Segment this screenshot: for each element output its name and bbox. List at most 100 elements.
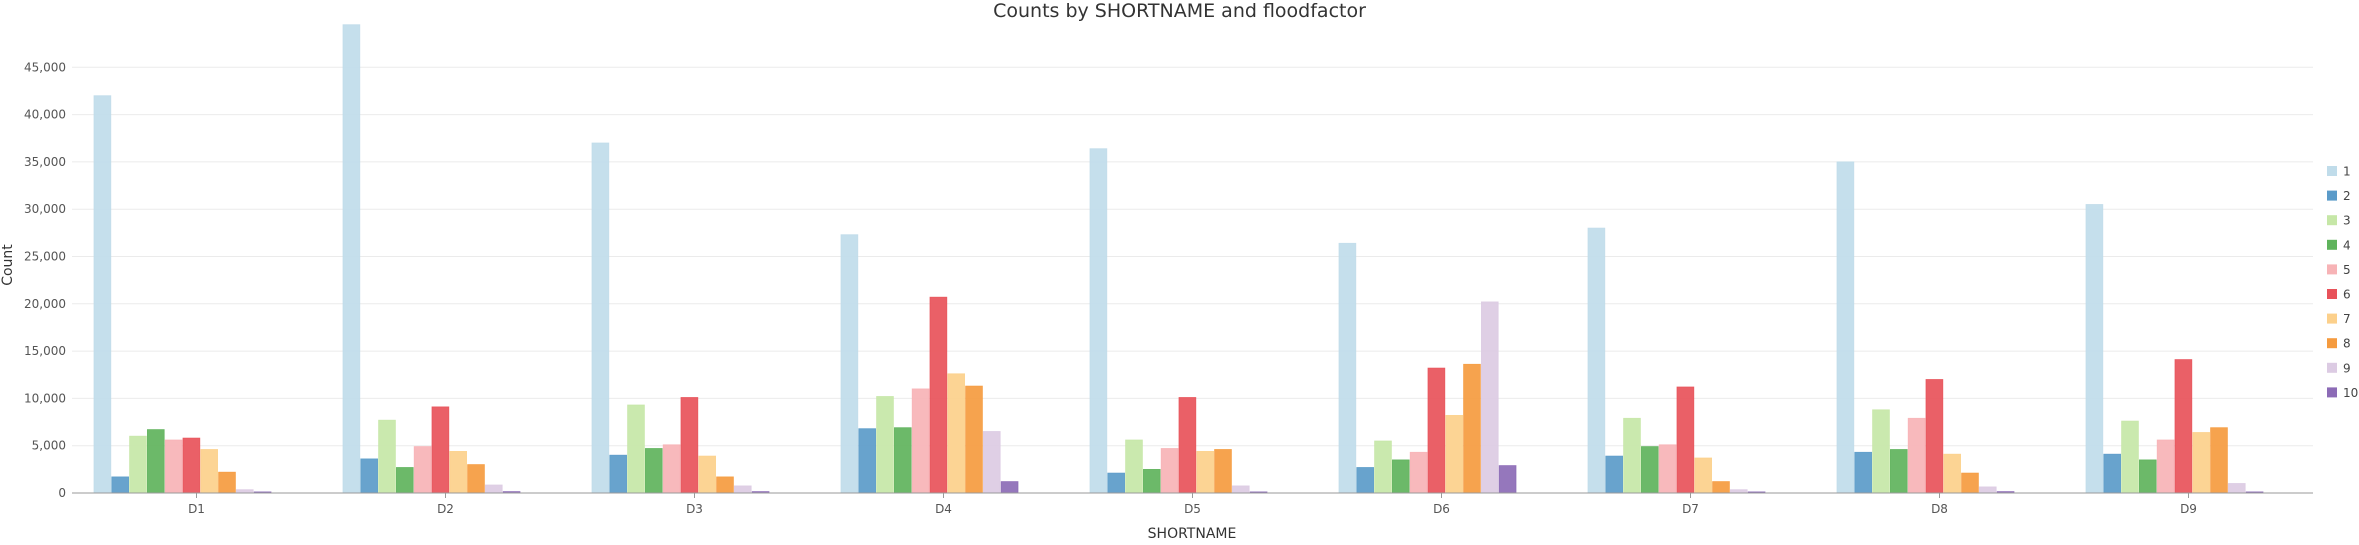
bar [2085,204,2104,494]
y-tick-label: 35,000 [24,155,66,169]
bar [413,446,432,494]
bar [734,485,752,494]
bar [200,449,219,494]
legend-swatch [2327,387,2337,398]
bar [2121,420,2139,494]
legend-swatch [2327,289,2337,299]
chart-title: Counts by SHORTNAME and floodfactor [993,0,1366,22]
bar [1498,465,1517,494]
bar [965,385,983,494]
legend-swatch [2327,239,2337,250]
legend-label: 4 [2343,238,2351,252]
bar [858,428,876,494]
bar [1214,449,1232,494]
bar [662,444,681,494]
legend-swatch [2327,190,2337,201]
bar [609,454,627,494]
x-tick-label: D2 [437,502,454,516]
legend-label: 1 [2343,165,2351,179]
x-axis-title: SHORTNAME [1148,526,1237,542]
y-tick-label: 40,000 [24,108,66,122]
bar [1160,448,1179,494]
bar [1232,485,1250,494]
legend-label: 5 [2343,263,2351,277]
bar [1427,367,1446,494]
bar [1979,486,1997,494]
bar [911,388,930,494]
bar [93,95,112,494]
bar [1890,449,1908,494]
legend-label: 2 [2343,189,2351,203]
bars [93,24,2264,494]
bar [2227,483,2246,494]
x-tick-label: D1 [188,502,205,516]
bar [1089,148,1108,494]
x-tick-label: D7 [1682,502,1699,516]
bar [1143,468,1161,494]
bar [2174,359,2193,494]
bar [1356,467,1375,494]
bar [645,448,663,494]
bar [1445,414,1464,494]
bar [1605,455,1624,494]
y-axis-ticks: 0 5,000 10,000 15,000 20,000 25,000 30,000 35,0… [24,60,66,500]
bar [2138,459,2157,494]
x-tick-label: D3 [686,502,703,516]
bar [947,373,965,494]
legend-label: 6 [2343,288,2351,302]
legend-swatch [2327,215,2337,226]
legend-swatch [2327,362,2337,373]
bar [1907,417,1926,494]
legend-label: 9 [2343,361,2351,375]
bar [2192,432,2211,494]
bar [484,484,503,494]
legend-swatch [2327,313,2337,324]
bar [1961,472,1979,494]
bar [1872,409,1890,494]
legend-label: 7 [2343,312,2351,326]
y-tick-label: 5,000 [32,439,66,453]
legend-swatch [2327,166,2337,176]
bar [1658,444,1677,494]
bar [111,476,130,494]
x-tick-label: D6 [1433,502,1450,516]
y-axis-title: Count [0,244,16,286]
bar [129,435,147,494]
y-tick-label: 45,000 [24,60,66,74]
bar [2210,427,2228,494]
legend-label: 3 [2343,214,2351,228]
bar [1694,457,1713,494]
bar [1676,386,1695,494]
x-tick-label: D5 [1184,502,1201,516]
bar [182,437,201,494]
bar [449,450,467,494]
bar [1107,472,1126,494]
bar [1392,459,1410,494]
y-tick-label: 10,000 [24,391,66,405]
bar [218,471,236,494]
bar [840,234,859,494]
y-tick-label: 0 [58,486,66,500]
legend-label: 10 [2343,386,2358,400]
x-tick-label: D9 [2180,502,2197,516]
bar [1943,453,1962,494]
bar [929,296,948,494]
bar [2103,453,2122,494]
x-axis-ticks: D1 D2 D3 D4 D5 D6 D7 D8 D9 [188,493,2197,516]
bar [627,404,645,494]
y-tick-label: 15,000 [24,344,66,358]
bar [1000,481,1019,494]
bar [876,396,894,494]
x-tick-label: D8 [1931,502,1948,516]
bar [467,464,485,494]
bar [716,476,734,494]
x-tick-label: D4 [935,502,952,516]
y-tick-label: 30,000 [24,202,66,216]
legend-swatch [2327,338,2337,349]
bar [1587,227,1606,494]
bar [378,419,396,494]
legend-swatch [2327,264,2337,275]
bar [1481,301,1499,494]
bar [1925,379,1944,494]
bar [698,455,716,494]
